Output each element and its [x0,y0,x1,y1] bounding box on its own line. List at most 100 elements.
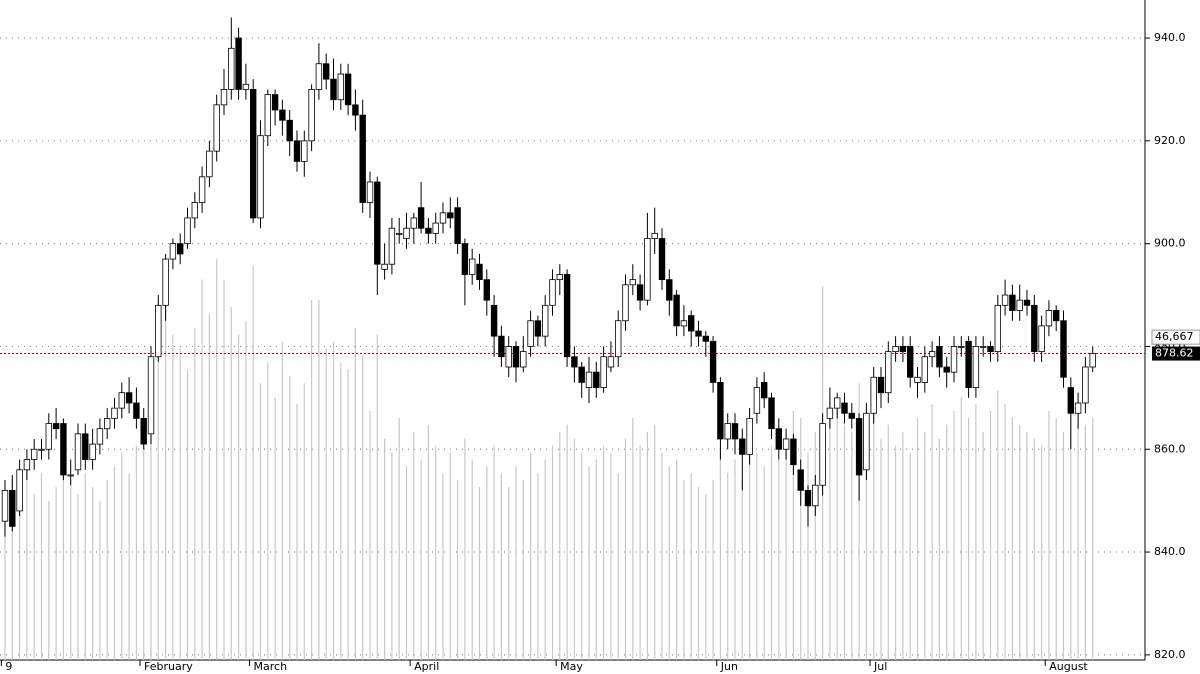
candle-body [987,346,994,352]
candle-body [819,423,826,486]
candle-body [1,489,9,522]
candle-body [870,376,877,414]
last-price-box [1152,346,1200,361]
candle-body [943,366,950,373]
candle-body [257,135,264,219]
candle-body [863,412,870,471]
candle-body [125,392,133,404]
x-tick-label: February [144,660,193,673]
candle-body [82,433,89,460]
candle-body [271,94,279,111]
candle-body [403,227,410,239]
y-tick-label: 940.0 [1154,31,1186,44]
candle-body [235,37,242,90]
candle-body [140,418,147,445]
candle-body [709,340,717,383]
candle-body [848,412,855,419]
y-tick-label: 900.0 [1154,237,1186,250]
volume-marker-label: 46,667 [1155,330,1194,343]
last-price-label: 878.62 [1155,347,1194,360]
candle-body [352,104,359,116]
x-tick-label: 9 [5,660,12,673]
candle-body [111,407,118,419]
candle-body [644,238,651,301]
candle-body [447,212,454,219]
candle-body [855,418,863,476]
candle-body [1031,304,1038,352]
candle-body [782,438,790,450]
candle-body [980,346,987,348]
candle-body [1082,366,1089,404]
candle-body [191,202,198,219]
y-tick-label: 840.0 [1154,545,1186,558]
candle-body [228,47,235,90]
candle-body [899,346,907,352]
candle-body [301,140,308,162]
candle-body [213,104,220,152]
candle-body [1016,299,1023,311]
candle-body [476,263,483,281]
candle-body [797,469,804,491]
candle-body [176,243,184,255]
y-tick-label: 820.0 [1154,648,1186,661]
candle-body [936,346,943,368]
candle-body [1023,299,1031,306]
candle-body [308,89,315,142]
candle-body [622,284,629,322]
candle-body [790,438,797,466]
candle-body [220,89,228,106]
candle-body [746,418,753,455]
candle-body [994,304,1001,352]
candle-body [461,243,469,275]
candle-body [534,320,542,337]
candle-body [724,423,731,440]
candle-body [907,346,914,378]
candle-body [600,356,607,388]
candle-body [768,397,775,430]
candle-body [9,489,16,527]
candle-body [439,212,447,224]
candle-body [972,346,980,388]
candle-body [89,443,96,460]
candle-body [571,356,578,368]
candle-body [615,320,622,358]
candle-body [841,402,848,414]
candle-body [556,274,563,281]
candle-body [607,356,615,368]
candle-body [775,428,782,450]
candle-body [1067,387,1074,414]
candle-body [410,217,417,229]
candle-body [1038,325,1045,352]
candle-body [658,238,666,281]
candle-body [928,351,936,358]
candle-body [104,418,111,430]
candle-body [23,459,31,471]
candle-body [542,304,549,337]
candle-body [950,346,958,373]
candle-body [417,207,425,229]
candle-body [96,428,104,445]
candle-body [739,438,746,455]
candle-body [688,315,695,332]
candle-body [206,150,213,178]
candle-body [527,320,534,347]
candle-body [293,140,301,162]
candle-body [680,320,688,327]
x-tick-label: March [254,660,288,673]
x-tick-label: Jul [873,660,887,673]
candle-body [147,356,155,435]
candle-body [1060,320,1067,378]
candle-body [563,274,571,358]
candle-body [52,423,60,430]
candle-body [753,387,761,414]
candle-body [279,109,286,121]
candle-body [388,227,396,265]
candle-body [651,232,658,239]
candle-body [162,258,169,306]
candle-body [593,371,600,388]
candle-body [914,376,921,383]
candle-body [264,94,271,137]
candle-body [30,448,38,460]
y-tick-label: 860.0 [1154,442,1186,455]
